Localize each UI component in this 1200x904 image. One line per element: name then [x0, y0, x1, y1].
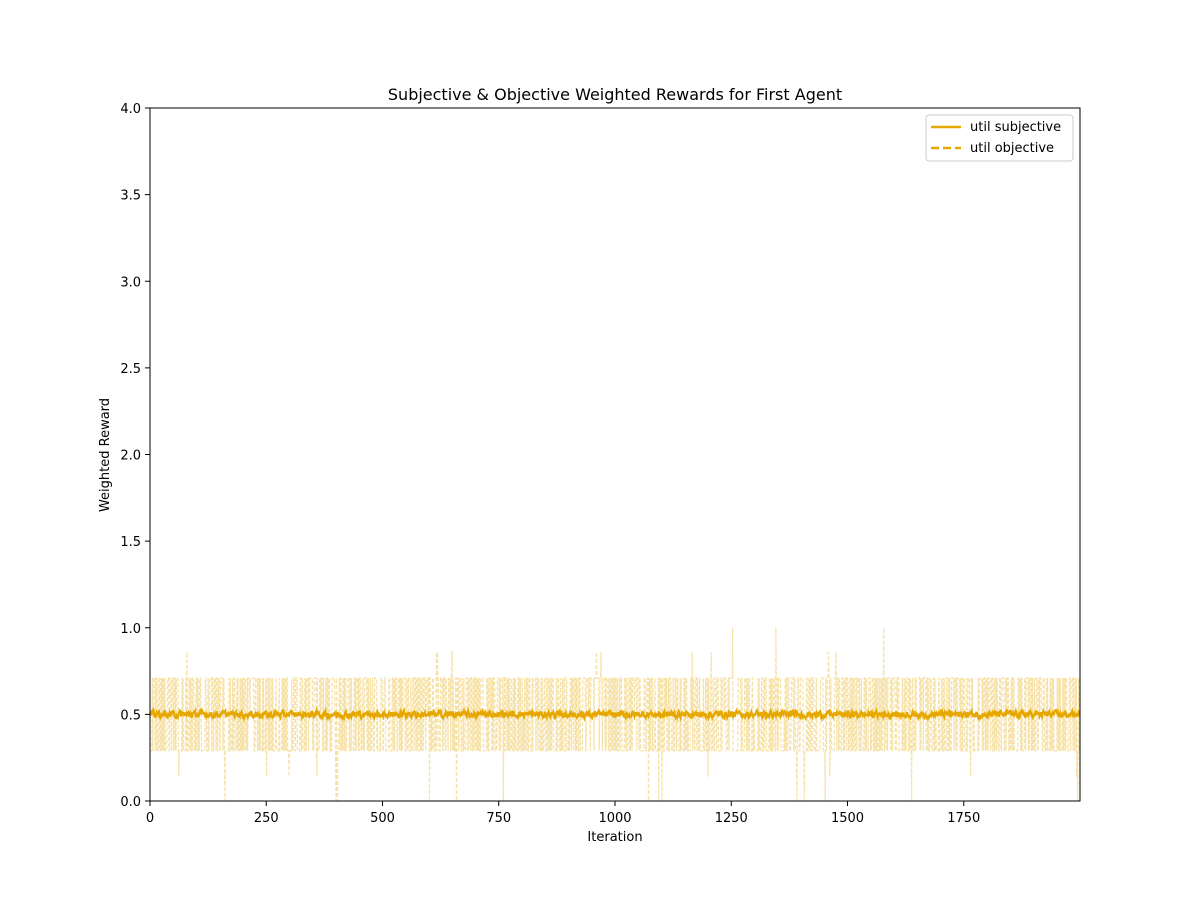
- y-tick-label: 0.5: [120, 708, 141, 723]
- legend: util subjective util objective: [925, 114, 1074, 162]
- y-tick-label: 4.0: [120, 102, 141, 117]
- y-tick-label: 1.5: [120, 535, 141, 550]
- x-tick-label: 500: [370, 811, 395, 826]
- series-line-util-objective: [150, 627, 1080, 801]
- y-tick-label: 0.0: [120, 795, 141, 810]
- chart-title: Subjective & Objective Weighted Rewards …: [388, 85, 842, 104]
- y-axis-ticks: 0.0 0.5 1.0 1.5 2.0 2.5 3.0 3.5 4.0: [120, 102, 150, 810]
- series-util-objective: [150, 627, 1080, 801]
- series-util-subjective: [150, 706, 1080, 723]
- series-line-util-subjective: [150, 706, 1080, 723]
- y-axis-label: Weighted Reward: [98, 398, 113, 512]
- x-axis-ticks: 0 250 500 750 1000 1250 1500 1750: [146, 801, 980, 826]
- x-tick-label: 250: [254, 811, 279, 826]
- legend-label-util-objective: util objective: [970, 141, 1054, 156]
- y-tick-label: 2.0: [120, 449, 141, 464]
- y-tick-label: 3.5: [120, 189, 141, 204]
- x-tick-label: 750: [486, 811, 511, 826]
- legend-label-util-subjective: util subjective: [970, 120, 1061, 135]
- x-tick-label: 0: [146, 811, 154, 826]
- x-axis-label: Iteration: [587, 830, 642, 845]
- x-tick-label: 1000: [598, 811, 631, 826]
- x-tick-label: 1250: [715, 811, 748, 826]
- y-tick-label: 2.5: [120, 362, 141, 377]
- x-tick-label: 1750: [947, 811, 980, 826]
- y-tick-label: 3.0: [120, 275, 141, 290]
- y-tick-label: 1.0: [120, 622, 141, 637]
- legend-box: [925, 114, 1074, 162]
- x-tick-label: 1500: [831, 811, 864, 826]
